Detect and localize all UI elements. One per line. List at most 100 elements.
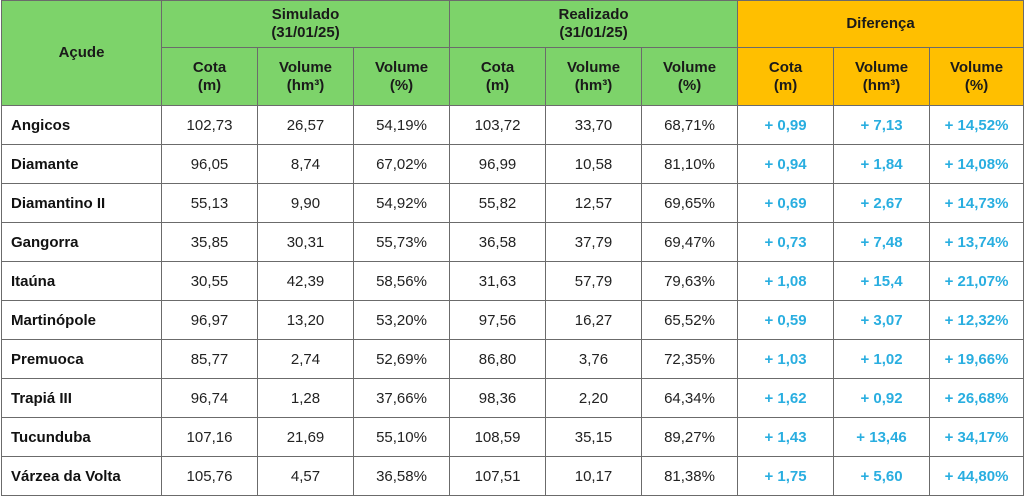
diff-volume-pct: + 26,68% [929,378,1024,418]
real-volume-hm3: 16,27 [545,300,643,340]
sim-cota: 96,05 [161,144,258,184]
real-cota: 107,51 [449,456,547,496]
sim-volume-pct: 54,92% [352,183,451,223]
realizado-group-header: Realizado (31/01/25) [449,0,739,48]
sim-volume-hm3: 30,31 [257,222,354,262]
diff-cota: + 0,99 [737,105,835,145]
sim-volume-hm3: 26,57 [257,105,354,145]
diff-cota: + 0,69 [737,183,835,223]
diff-volume-pct: + 12,32% [929,300,1024,340]
diff-volume-pct: + 19,66% [929,339,1024,379]
table-row: Diamantino II 55,13 9,90 54,92% 55,82 12… [1,183,1024,223]
table-row: Tucunduba 107,16 21,69 55,10% 108,59 35,… [1,417,1024,457]
sim-cota: 55,13 [161,183,258,223]
sim-volume-pct: 55,10% [352,417,451,457]
real-cota: 108,59 [449,417,547,457]
real-cota: 55,82 [449,183,547,223]
diff-volume-hm3: + 0,92 [833,378,931,418]
sim-volume-pct: 37,66% [352,378,451,418]
real-volume-hm3: 10,58 [545,144,643,184]
sim-cota: 30,55 [161,261,258,301]
sim-volume-hm3-header: Volume (hm³) [257,47,354,106]
simulado-group-header: Simulado (31/01/25) [160,0,451,48]
acude-name: Trapiá III [1,378,162,418]
diff-volume-hm3: + 3,07 [833,300,931,340]
table-body: Angicos 102,73 26,57 54,19% 103,72 33,70… [1,105,1024,496]
diff-volume-pct: + 34,17% [929,417,1024,457]
sim-cota: 105,76 [161,456,258,496]
diff-cota: + 1,43 [737,417,835,457]
diff-cota: + 0,73 [737,222,835,262]
sim-volume-hm3: 1,28 [257,378,354,418]
diff-cota-header: Cota (m) [737,47,835,106]
table-row: Várzea da Volta 105,76 4,57 36,58% 107,5… [1,456,1024,496]
table-row: Itaúna 30,55 42,39 58,56% 31,63 57,79 79… [1,261,1024,301]
sim-cota: 85,77 [161,339,258,379]
real-volume-pct: 72,35% [641,339,739,379]
real-volume-pct: 69,65% [641,183,739,223]
sim-volume-pct: 54,19% [352,105,451,145]
real-volume-pct: 68,71% [641,105,739,145]
sim-volume-hm3: 4,57 [257,456,354,496]
diff-cota: + 1,62 [737,378,835,418]
sim-volume-hm3: 8,74 [257,144,354,184]
real-volume-hm3: 2,20 [545,378,643,418]
real-cota-header: Cota (m) [449,47,547,106]
diff-volume-hm3: + 15,4 [833,261,931,301]
real-cota: 103,72 [449,105,547,145]
diff-volume-pct: + 44,80% [929,456,1024,496]
diff-cota: + 0,94 [737,144,835,184]
diff-volume-hm3-header: Volume (hm³) [833,47,931,106]
real-volume-hm3: 33,70 [545,105,643,145]
diff-volume-hm3: + 13,46 [833,417,931,457]
sim-cota: 96,74 [161,378,258,418]
sim-volume-hm3: 2,74 [257,339,354,379]
diff-volume-pct: + 14,08% [929,144,1024,184]
sim-cota-header: Cota (m) [161,47,258,106]
real-volume-pct: 65,52% [641,300,739,340]
acude-name: Tucunduba [1,417,162,457]
acude-name: Martinópole [1,300,162,340]
diff-volume-hm3: + 5,60 [833,456,931,496]
diff-volume-pct: + 13,74% [929,222,1024,262]
table-header: Açude Simulado (31/01/25) Realizado (31/01… [1,0,1024,106]
diff-volume-hm3: + 1,84 [833,144,931,184]
real-volume-pct: 81,38% [641,456,739,496]
sim-cota: 102,73 [161,105,258,145]
sim-volume-pct-header: Volume (%) [352,47,451,106]
acude-name: Itaúna [1,261,162,301]
sim-volume-hm3: 13,20 [257,300,354,340]
table-row: Premuoca 85,77 2,74 52,69% 86,80 3,76 72… [1,339,1024,379]
sim-cota: 96,97 [161,300,258,340]
real-cota: 97,56 [449,300,547,340]
diff-volume-pct: + 21,07% [929,261,1024,301]
diff-volume-pct: + 14,73% [929,183,1024,223]
diff-volume-pct: + 14,52% [929,105,1024,145]
sim-volume-hm3: 42,39 [257,261,354,301]
table-row: Martinópole 96,97 13,20 53,20% 97,56 16,… [1,300,1024,340]
sim-cota: 107,16 [161,417,258,457]
table-row: Gangorra 35,85 30,31 55,73% 36,58 37,79 … [1,222,1024,262]
real-volume-hm3-header: Volume (hm³) [545,47,643,106]
acude-header: Açude [1,0,162,106]
real-cota: 36,58 [449,222,547,262]
acude-name: Premuoca [1,339,162,379]
acude-name: Diamantino II [1,183,162,223]
diff-volume-hm3: + 2,67 [833,183,931,223]
real-volume-hm3: 10,17 [545,456,643,496]
sim-volume-pct: 55,73% [352,222,451,262]
sim-volume-pct: 52,69% [352,339,451,379]
diferenca-group-header: Diferença [737,0,1024,48]
real-volume-pct-header: Volume (%) [641,47,739,106]
real-volume-hm3: 12,57 [545,183,643,223]
real-cota: 86,80 [449,339,547,379]
real-volume-pct: 89,27% [641,417,739,457]
real-cota: 96,99 [449,144,547,184]
table-row: Trapiá III 96,74 1,28 37,66% 98,36 2,20 … [1,378,1024,418]
real-volume-pct: 79,63% [641,261,739,301]
real-cota: 31,63 [449,261,547,301]
sim-volume-pct: 58,56% [352,261,451,301]
diff-cota: + 1,03 [737,339,835,379]
diff-volume-hm3: + 7,13 [833,105,931,145]
